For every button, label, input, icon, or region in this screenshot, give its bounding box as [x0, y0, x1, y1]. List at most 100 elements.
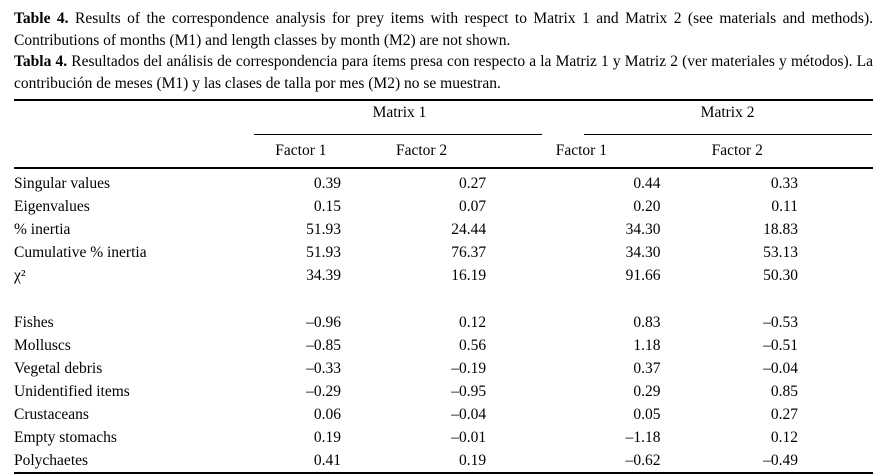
spanner-matrix2: Matrix 2	[494, 100, 873, 135]
table-row: Empty stomachs 0.19 –0.01 –1.18 0.12	[14, 426, 873, 449]
cell-value: 0.07	[459, 198, 487, 215]
caption-spanish: Tabla 4. Resultados del análisis de corr…	[14, 51, 873, 94]
cell-value: 51.93	[306, 244, 341, 261]
cell-value: 1.18	[633, 337, 661, 354]
cell-value: –0.19	[451, 360, 487, 377]
table-row: Molluscs –0.85 0.56 1.18 –0.51	[14, 334, 873, 357]
cell-value: 0.19	[313, 429, 341, 446]
caption-english: Table 4. Results of the correspondence a…	[14, 8, 873, 51]
spacer-cell	[806, 311, 873, 334]
table-caption: Table 4. Results of the correspondence a…	[14, 8, 873, 94]
row-label: Empty stomachs	[14, 429, 117, 446]
row-label: Fishes	[14, 314, 54, 331]
cell-value: 0.39	[313, 175, 341, 192]
spacer-cell	[806, 195, 873, 218]
cell-value: 0.15	[313, 198, 341, 215]
spacer-cell	[806, 264, 873, 287]
table-row: % inertia 51.93 24.44 34.30 18.83	[14, 218, 873, 241]
caption-label-es: Tabla 4.	[14, 53, 68, 70]
spacer-cell	[806, 168, 873, 195]
table-row: Cumulative % inertia 51.93 76.37 34.30 53.13	[14, 241, 873, 264]
spanner-matrix2-label: Matrix 2	[700, 104, 755, 121]
cell-value: 50.30	[763, 267, 798, 284]
cell-value: 0.33	[770, 175, 798, 192]
table-row: Crustaceans 0.06 –0.04 0.05 0.27	[14, 403, 873, 426]
cell-value: 0.44	[633, 175, 661, 192]
cell-value: 0.11	[771, 198, 798, 215]
table-row: Singular values 0.39 0.27 0.44 0.33	[14, 168, 873, 195]
cell-value: 0.12	[459, 314, 487, 331]
row-label: χ²	[14, 267, 26, 284]
cell-value: 24.44	[451, 221, 487, 238]
cell-value: –0.29	[306, 383, 341, 400]
cell-value: 0.12	[770, 429, 798, 446]
row-label: Cumulative % inertia	[14, 244, 147, 261]
cell-value: 34.30	[625, 244, 661, 261]
table-row: Vegetal debris –0.33 –0.19 0.37 –0.04	[14, 357, 873, 380]
cell-value: 0.83	[633, 314, 661, 331]
cell-value: 0.27	[770, 406, 798, 423]
cell-value: 34.30	[625, 221, 661, 238]
spanner-empty-cell	[14, 100, 253, 135]
results-table: Matrix 1 Matrix 2 Factor 1 Factor 2 Fact…	[14, 99, 873, 474]
factor-spacer-cell	[805, 135, 873, 169]
row-label: Molluscs	[14, 337, 71, 354]
row-label: Vegetal debris	[14, 360, 103, 377]
cell-value: –0.62	[625, 452, 661, 469]
cell-value: –0.96	[306, 314, 341, 331]
row-label: Eigenvalues	[14, 198, 90, 215]
gap-row	[14, 287, 873, 311]
factor-header-row: Factor 1 Factor 2 Factor 1 Factor 2	[14, 135, 873, 169]
table-row: Fishes –0.96 0.12 0.83 –0.53	[14, 311, 873, 334]
row-label: % inertia	[14, 221, 71, 238]
cell-value: –0.53	[763, 314, 798, 331]
spacer-cell	[806, 403, 873, 426]
cell-value: –0.04	[451, 406, 487, 423]
cell-value: 0.37	[633, 360, 661, 377]
cell-value: 0.41	[313, 452, 341, 469]
cell-value: 53.13	[763, 244, 798, 261]
caption-label-en: Table 4.	[14, 10, 69, 27]
row-label: Crustaceans	[14, 406, 89, 423]
cell-value: –0.95	[451, 383, 487, 400]
table-row: χ² 34.39 16.19 91.66 50.30	[14, 264, 873, 287]
cell-value: 34.39	[306, 267, 341, 284]
factor-header: Factor 1	[252, 135, 349, 169]
cell-value: 0.85	[770, 383, 798, 400]
spacer-cell	[806, 449, 873, 473]
caption-text-en: Results of the correspondence analysis f…	[14, 10, 874, 49]
cell-value: 51.93	[306, 221, 341, 238]
cell-value: 0.29	[633, 383, 661, 400]
table-row: Eigenvalues 0.15 0.07 0.20 0.11	[14, 195, 873, 218]
table-body: Singular values 0.39 0.27 0.44 0.33 Eigenvalu…	[14, 168, 873, 473]
cell-value: –0.85	[306, 337, 341, 354]
row-label: Polychaetes	[14, 452, 89, 469]
caption-text-es: Resultados del análisis de correspondenc…	[14, 53, 873, 92]
spacer-cell	[806, 380, 873, 403]
cell-value: 0.05	[633, 406, 661, 423]
cell-value: –0.49	[763, 452, 798, 469]
cell-value: –0.01	[451, 429, 487, 446]
cell-value: –0.33	[306, 360, 341, 377]
cell-value: 76.37	[451, 244, 487, 261]
row-label: Unidentified items	[14, 383, 130, 400]
factor-header: Factor 2	[349, 135, 495, 169]
cell-value: –0.51	[763, 337, 798, 354]
cell-value: 0.06	[313, 406, 341, 423]
table-row: Polychaetes 0.41 0.19 –0.62 –0.49	[14, 449, 873, 473]
spacer-cell	[806, 334, 873, 357]
cell-value: 91.66	[625, 267, 661, 284]
spacer-cell	[806, 241, 873, 264]
cell-value: 16.19	[451, 267, 487, 284]
cell-value: 0.19	[459, 452, 487, 469]
table-header: Matrix 1 Matrix 2 Factor 1 Factor 2 Fact…	[14, 100, 873, 169]
spanner-row: Matrix 1 Matrix 2	[14, 100, 873, 135]
factor-header: Factor 2	[668, 135, 806, 169]
spanner-matrix1-label: Matrix 1	[372, 104, 427, 121]
table-row: Unidentified items –0.29 –0.95 0.29 0.85	[14, 380, 873, 403]
spacer-cell	[806, 218, 873, 241]
spacer-cell	[806, 357, 873, 380]
cell-value: –0.04	[763, 360, 798, 377]
factor-header: Factor 1	[494, 135, 669, 169]
